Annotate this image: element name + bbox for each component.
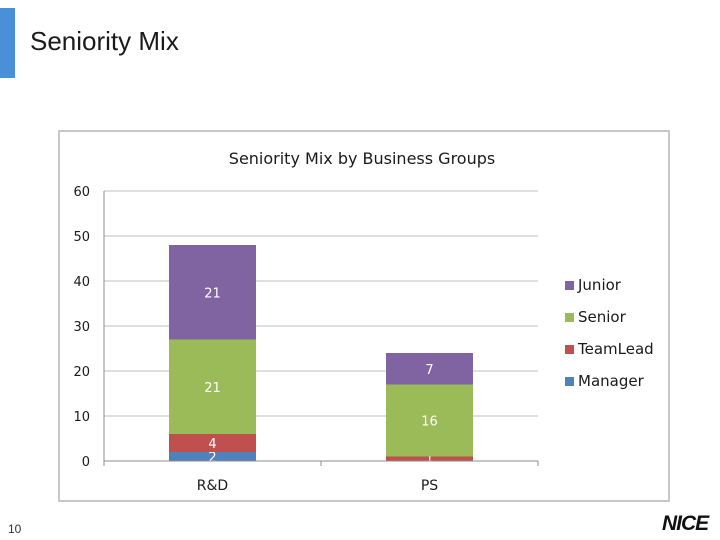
y-tick-label: 0 bbox=[82, 455, 90, 470]
data-label: 21 bbox=[204, 381, 221, 396]
slide-title: Seniority Mix bbox=[30, 26, 179, 56]
y-tick-label: 60 bbox=[73, 185, 90, 200]
x-tick-label: R&D bbox=[197, 478, 228, 494]
chart-title: Seniority Mix by Business Groups bbox=[229, 149, 495, 168]
data-label: 7 bbox=[425, 363, 433, 378]
legend-swatch-junior bbox=[565, 281, 574, 290]
y-tick-label: 20 bbox=[73, 365, 90, 380]
bar-segment-manager bbox=[169, 452, 256, 461]
data-label: 2 bbox=[208, 451, 216, 466]
y-tick-label: 30 bbox=[73, 320, 90, 335]
bar-segment-junior bbox=[169, 245, 256, 340]
stacked-bar-chart: Seniority Mix by Business Groups01020304… bbox=[73, 149, 654, 494]
y-tick-label: 10 bbox=[73, 410, 90, 425]
data-label: 4 bbox=[208, 437, 216, 452]
legend-label-senior: Senior bbox=[578, 308, 627, 326]
bar-segment-teamlead bbox=[169, 434, 256, 452]
legend-swatch-senior bbox=[565, 313, 574, 322]
legend-swatch-teamlead bbox=[565, 345, 574, 354]
legend-label-manager: Manager bbox=[578, 372, 645, 390]
legend-swatch-manager bbox=[565, 377, 574, 386]
legend-label-junior: Junior bbox=[577, 276, 622, 294]
page-number: 10 bbox=[8, 522, 22, 536]
x-tick-label: PS bbox=[421, 478, 438, 494]
y-tick-label: 40 bbox=[73, 275, 90, 290]
nice-logo: NICE bbox=[662, 512, 709, 535]
bar-segment-senior bbox=[386, 384, 473, 457]
data-label: 16 bbox=[421, 415, 438, 430]
bar-segment-junior bbox=[386, 353, 473, 385]
legend-label-teamlead: TeamLead bbox=[577, 340, 654, 358]
title-accent-bar bbox=[0, 8, 15, 78]
y-tick-label: 50 bbox=[73, 230, 90, 245]
bar-segment-teamlead bbox=[386, 456, 473, 461]
bar-segment-senior bbox=[169, 339, 256, 434]
chart-frame: Seniority Mix by Business Groups 0 10 20 30 4… bbox=[58, 130, 670, 502]
data-label: 0 bbox=[425, 455, 433, 470]
data-label: 21 bbox=[204, 286, 221, 301]
data-label: 1 bbox=[425, 453, 433, 468]
